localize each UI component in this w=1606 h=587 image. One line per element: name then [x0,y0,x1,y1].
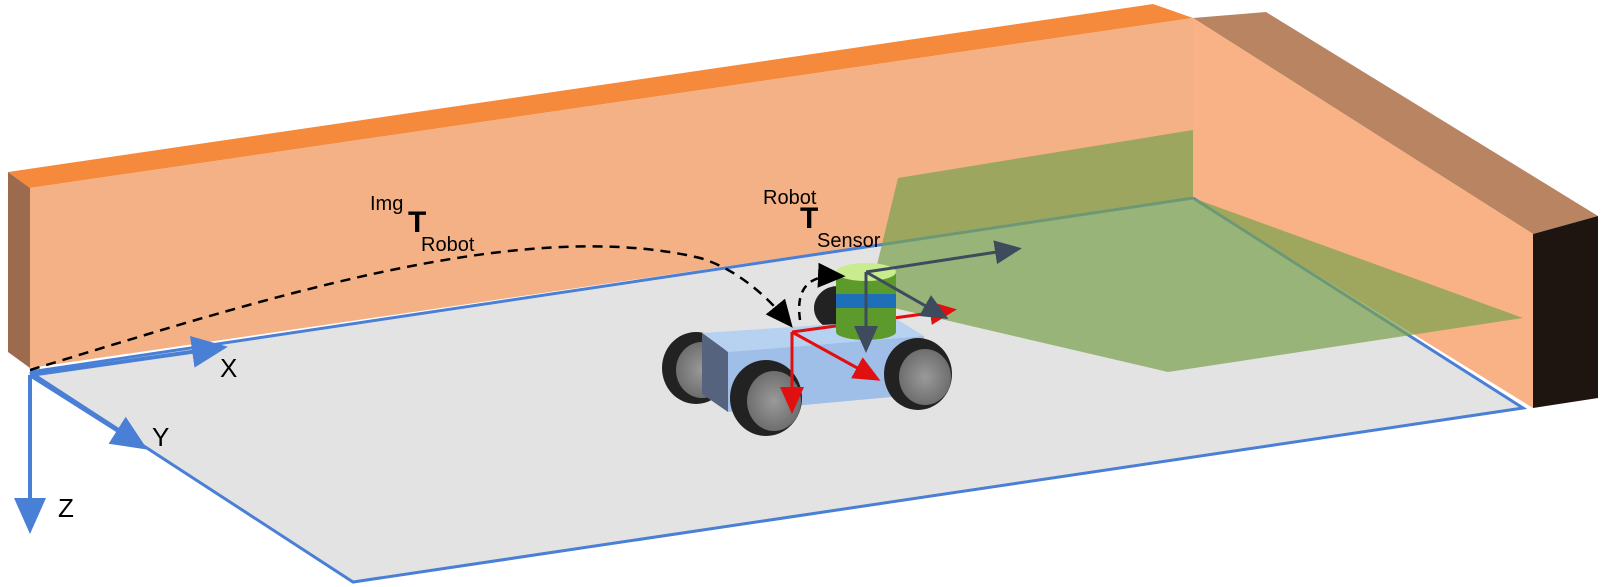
robot-sensor-transform-arrow [797,262,846,321]
right-wall-end [1533,216,1598,408]
x-axis-label: X [220,353,237,383]
right-wall-top [1193,12,1598,234]
y-axis-arrow [28,373,148,450]
sensor-frame-y [865,270,949,319]
img-robot-transform-label: Img T Robot [370,193,475,256]
img-robot-symbol: T [408,206,426,239]
sensor-frame-x [865,240,1022,274]
back-wall-end [8,172,30,368]
back-wall-face [30,18,1193,368]
back-wall-top [8,4,1193,188]
robot-sensor-transform-label: Robot T Sensor [763,187,881,252]
y-axis-label: Y [152,422,169,452]
sensor-fov-wall [868,130,1523,372]
robot-sensor-symbol: T [800,202,818,235]
robot-side [702,333,728,412]
img-robot-superscript: Img [370,193,403,215]
wheel-front-right [884,338,952,410]
robot-frame-y [791,330,881,381]
x-axis-arrow [29,335,228,377]
img-robot-subscript: Robot [421,234,475,256]
img-robot-transform-arrow [29,245,793,372]
robot-sensor-subscript: Sensor [817,230,881,252]
robot-sensor-superscript: Robot [763,187,817,209]
z-axis-label: Z [58,493,74,523]
wheel-front-left [730,360,802,436]
